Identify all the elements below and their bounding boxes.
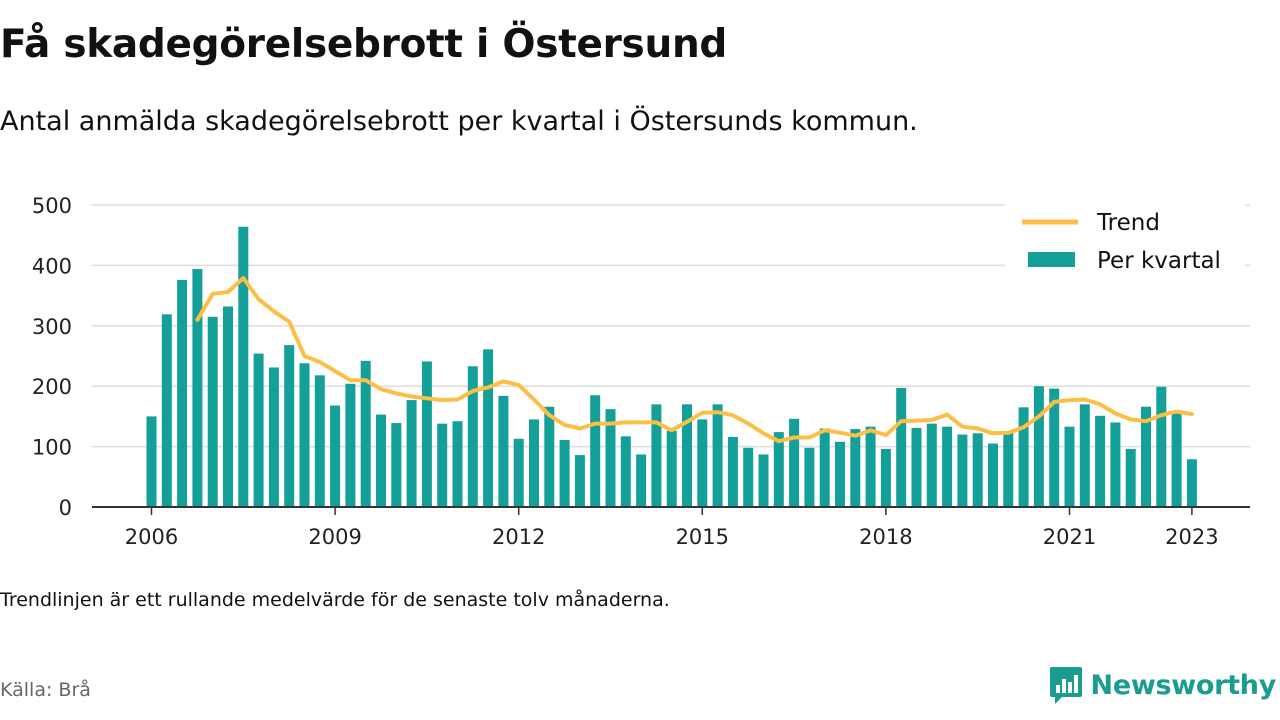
- bar: [926, 423, 937, 507]
- chart-title: Få skadegörelsebrott i Östersund: [0, 22, 728, 67]
- bar: [1079, 404, 1090, 507]
- bar: [773, 432, 784, 507]
- x-axis-ticks: 2006 2009 2012 2015 2018 2021 2023: [125, 507, 1219, 549]
- x-tick-label: 2023: [1165, 525, 1218, 549]
- bar: [1033, 386, 1044, 507]
- bar: [1064, 426, 1075, 507]
- bar: [299, 363, 310, 507]
- legend-trend-label: Trend: [1096, 210, 1160, 236]
- x-tick-label: 2021: [1043, 525, 1096, 549]
- bar: [972, 433, 983, 507]
- bar: [1125, 449, 1136, 507]
- bar: [452, 421, 463, 507]
- bar: [238, 226, 249, 507]
- bar: [636, 454, 647, 507]
- legend-background: [1005, 202, 1245, 288]
- bar: [850, 429, 861, 507]
- source-label: Källa: Brå: [0, 679, 91, 701]
- bar: [1171, 412, 1182, 507]
- bar: [437, 423, 448, 507]
- x-tick-label: 2018: [859, 525, 912, 549]
- trend-line: [195, 276, 1194, 444]
- bar: [1003, 431, 1014, 507]
- bar: [880, 449, 891, 507]
- bar: [360, 360, 371, 507]
- legend-bar-swatch: [1028, 252, 1075, 267]
- bar: [406, 400, 417, 507]
- bar: [1156, 386, 1167, 507]
- bar: [391, 423, 402, 507]
- x-tick-label: 2006: [125, 525, 178, 549]
- bar: [620, 436, 631, 507]
- bar: [651, 404, 662, 507]
- bar: [207, 316, 218, 507]
- x-tick-label: 2015: [676, 525, 729, 549]
- bar: [666, 430, 677, 507]
- y-tick-label: 500: [32, 194, 72, 218]
- x-tick-label: 2012: [492, 525, 545, 549]
- bar: [1049, 388, 1060, 507]
- bar: [268, 367, 279, 507]
- bar: [942, 426, 953, 507]
- bar: [192, 269, 203, 507]
- bar: [896, 388, 907, 507]
- bar: [314, 375, 325, 507]
- bar: [835, 441, 845, 507]
- bar: [865, 426, 876, 507]
- bar: [957, 434, 968, 507]
- bar: [1110, 422, 1121, 507]
- bar: [559, 439, 570, 507]
- bar: [161, 314, 172, 507]
- bar: [421, 361, 432, 507]
- bar: [146, 416, 157, 507]
- y-tick-label: 0: [59, 496, 72, 520]
- brand-name: Newsworthy: [1090, 669, 1277, 701]
- chart-note: Trendlinjen är ett rullande medelvärde f…: [0, 589, 670, 611]
- bar: [590, 395, 601, 507]
- bar: [804, 447, 815, 507]
- legend: Trend Per kvartal: [1005, 202, 1245, 288]
- bar: [911, 427, 922, 507]
- bar: [727, 436, 738, 507]
- bar: [988, 443, 998, 507]
- bar: [682, 404, 692, 507]
- bar: [743, 447, 754, 507]
- brand[interactable]: Newsworthy: [1049, 664, 1276, 706]
- y-tick-label: 300: [32, 315, 72, 339]
- bar: [529, 419, 539, 507]
- bar: [1186, 459, 1197, 507]
- bar: [574, 455, 585, 507]
- bar: [513, 438, 524, 507]
- bar: [1141, 406, 1151, 507]
- bar: [789, 418, 800, 507]
- bar: [345, 383, 356, 507]
- bar: [467, 366, 478, 507]
- x-tick-label: 2009: [308, 525, 361, 549]
- bar: [483, 349, 494, 507]
- bar: [330, 405, 341, 507]
- chart-subtitle: Antal anmälda skadegörelsebrott per kvar…: [0, 106, 918, 137]
- bar: [376, 414, 386, 507]
- bar: [819, 428, 830, 507]
- bar: [544, 406, 555, 507]
- bar: [223, 306, 233, 507]
- bar: [284, 345, 295, 507]
- bar: [605, 409, 616, 507]
- y-tick-label: 200: [32, 375, 72, 399]
- y-tick-label: 400: [32, 254, 72, 278]
- legend-bar-label: Per kvartal: [1097, 248, 1221, 274]
- bar: [758, 454, 769, 507]
- bar: [712, 404, 723, 507]
- bar: [253, 353, 264, 507]
- bars-per-kvartal: [146, 226, 1197, 507]
- y-tick-label: 100: [32, 436, 72, 460]
- bar: [1095, 415, 1106, 507]
- y-axis-ticks: 0 100 200 300 400 500: [32, 194, 72, 520]
- bar: [177, 279, 188, 507]
- newsworthy-chart-bubble-icon: [1049, 667, 1082, 704]
- bar: [697, 419, 708, 507]
- bar: [1018, 407, 1029, 507]
- bar-line-chart: 0 100 200 300 400 500 2006 2009 2012 2015 2018 202…: [32, 194, 1250, 549]
- bar: [498, 395, 509, 507]
